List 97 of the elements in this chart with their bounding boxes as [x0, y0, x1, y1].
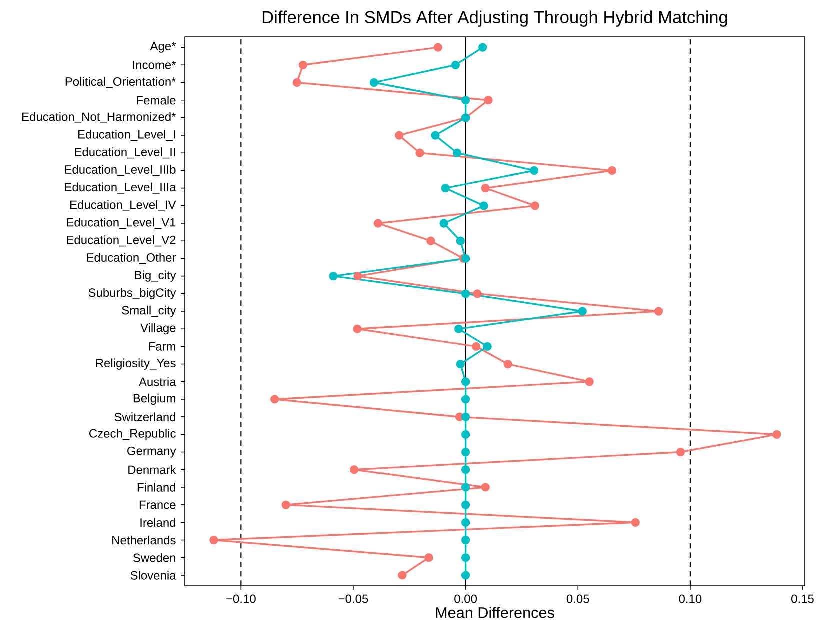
point	[374, 219, 383, 228]
point	[454, 324, 464, 334]
y-tick-label: Denmark	[128, 465, 176, 474]
point	[461, 430, 470, 440]
point	[481, 184, 490, 193]
point	[394, 131, 404, 140]
x-tick-label: 0.00	[454, 594, 478, 604]
y-tick-label: Belgium	[134, 394, 176, 406]
point	[270, 395, 280, 404]
y-tick-label: Czech_Republic	[90, 429, 176, 440]
point	[461, 378, 470, 386]
point	[456, 236, 465, 246]
y-tick-label: France	[140, 500, 176, 510]
y-tick-label: Education_Not_Harmonized*	[22, 112, 176, 124]
point	[292, 78, 302, 88]
point	[461, 412, 470, 422]
point	[282, 500, 290, 510]
point	[452, 148, 462, 158]
point	[461, 395, 470, 404]
point	[461, 500, 470, 510]
y-tick-label: Ireland	[140, 518, 176, 528]
y-tick-label: Big_city	[135, 270, 176, 282]
point	[461, 96, 470, 105]
point	[480, 202, 488, 210]
y-tick-label: Education_Level_I	[78, 130, 176, 142]
y-tick-label: Female	[137, 96, 176, 105]
point	[461, 571, 470, 580]
point	[426, 236, 436, 246]
point	[473, 290, 482, 298]
point	[481, 483, 490, 492]
point	[431, 131, 440, 140]
point	[578, 307, 587, 316]
point	[398, 571, 407, 580]
point	[461, 554, 470, 562]
x-tick-label: 0.15	[792, 594, 814, 604]
point	[461, 536, 470, 545]
point	[434, 43, 443, 52]
y-tick-label: Village	[140, 324, 176, 335]
y-tick-label: Slovenia	[130, 571, 176, 580]
x-tick-label: −0.10	[226, 594, 256, 604]
point	[631, 518, 640, 527]
chart-title: Difference In SMDs After Adjusting Through Hybrid Matching	[262, 10, 728, 27]
y-tick-label: Finland	[138, 483, 176, 492]
point	[504, 360, 512, 369]
point	[585, 378, 594, 386]
y-tick-label: Education_Level_IIIa	[65, 182, 176, 194]
point	[461, 518, 470, 527]
point	[461, 290, 470, 298]
point	[298, 60, 308, 70]
x-tick-label: 0.10	[679, 594, 702, 604]
point	[461, 254, 470, 264]
point	[456, 360, 465, 369]
point	[478, 43, 488, 52]
point	[472, 342, 481, 352]
point	[416, 148, 424, 158]
point	[353, 324, 362, 334]
x-tick-label: −0.05	[338, 594, 368, 604]
point	[424, 554, 434, 562]
point	[210, 536, 218, 545]
point	[530, 166, 539, 176]
point	[483, 342, 492, 352]
point	[461, 448, 470, 457]
point	[772, 430, 782, 440]
point	[654, 307, 664, 316]
y-tick-label: Sweden	[133, 553, 176, 562]
y-tick-label: Education_Level_IV	[70, 200, 176, 212]
point	[441, 184, 450, 193]
y-tick-label: Religiosity_Yes	[96, 358, 176, 370]
point	[370, 78, 378, 88]
y-tick-label: Education_Other	[87, 253, 176, 264]
point	[461, 466, 470, 474]
y-tick-label: Education_Level_II	[75, 148, 176, 159]
point	[329, 272, 338, 281]
y-tick-label: Education_Level_V2	[67, 236, 176, 247]
y-tick-label: Switzerland	[114, 412, 176, 422]
y-tick-label: Netherlands	[112, 536, 176, 545]
y-tick-label: Age*	[150, 42, 176, 53]
point	[484, 96, 493, 105]
point	[608, 166, 617, 176]
y-tick-label: Suburbs_bigCity	[88, 288, 176, 300]
y-tick-label: Austria	[138, 377, 176, 386]
x-axis-title: Mean Differences	[436, 607, 554, 618]
point	[676, 448, 686, 457]
y-tick-label: Farm	[149, 342, 176, 351]
y-tick-label: Small_city	[122, 306, 176, 318]
point	[451, 60, 460, 70]
point	[354, 272, 362, 281]
point	[530, 202, 540, 210]
y-tick-label: Income*	[133, 60, 176, 70]
point	[350, 466, 359, 474]
y-tick-label: Germany	[128, 446, 176, 458]
y-tick-label: Education_Level_V1	[67, 218, 176, 230]
point	[440, 219, 448, 228]
x-tick-label: 0.05	[566, 594, 590, 604]
point	[461, 483, 470, 492]
y-tick-label: Education_Level_IIIb	[65, 165, 176, 176]
y-tick-label: Political_Orientation*	[66, 77, 176, 88]
